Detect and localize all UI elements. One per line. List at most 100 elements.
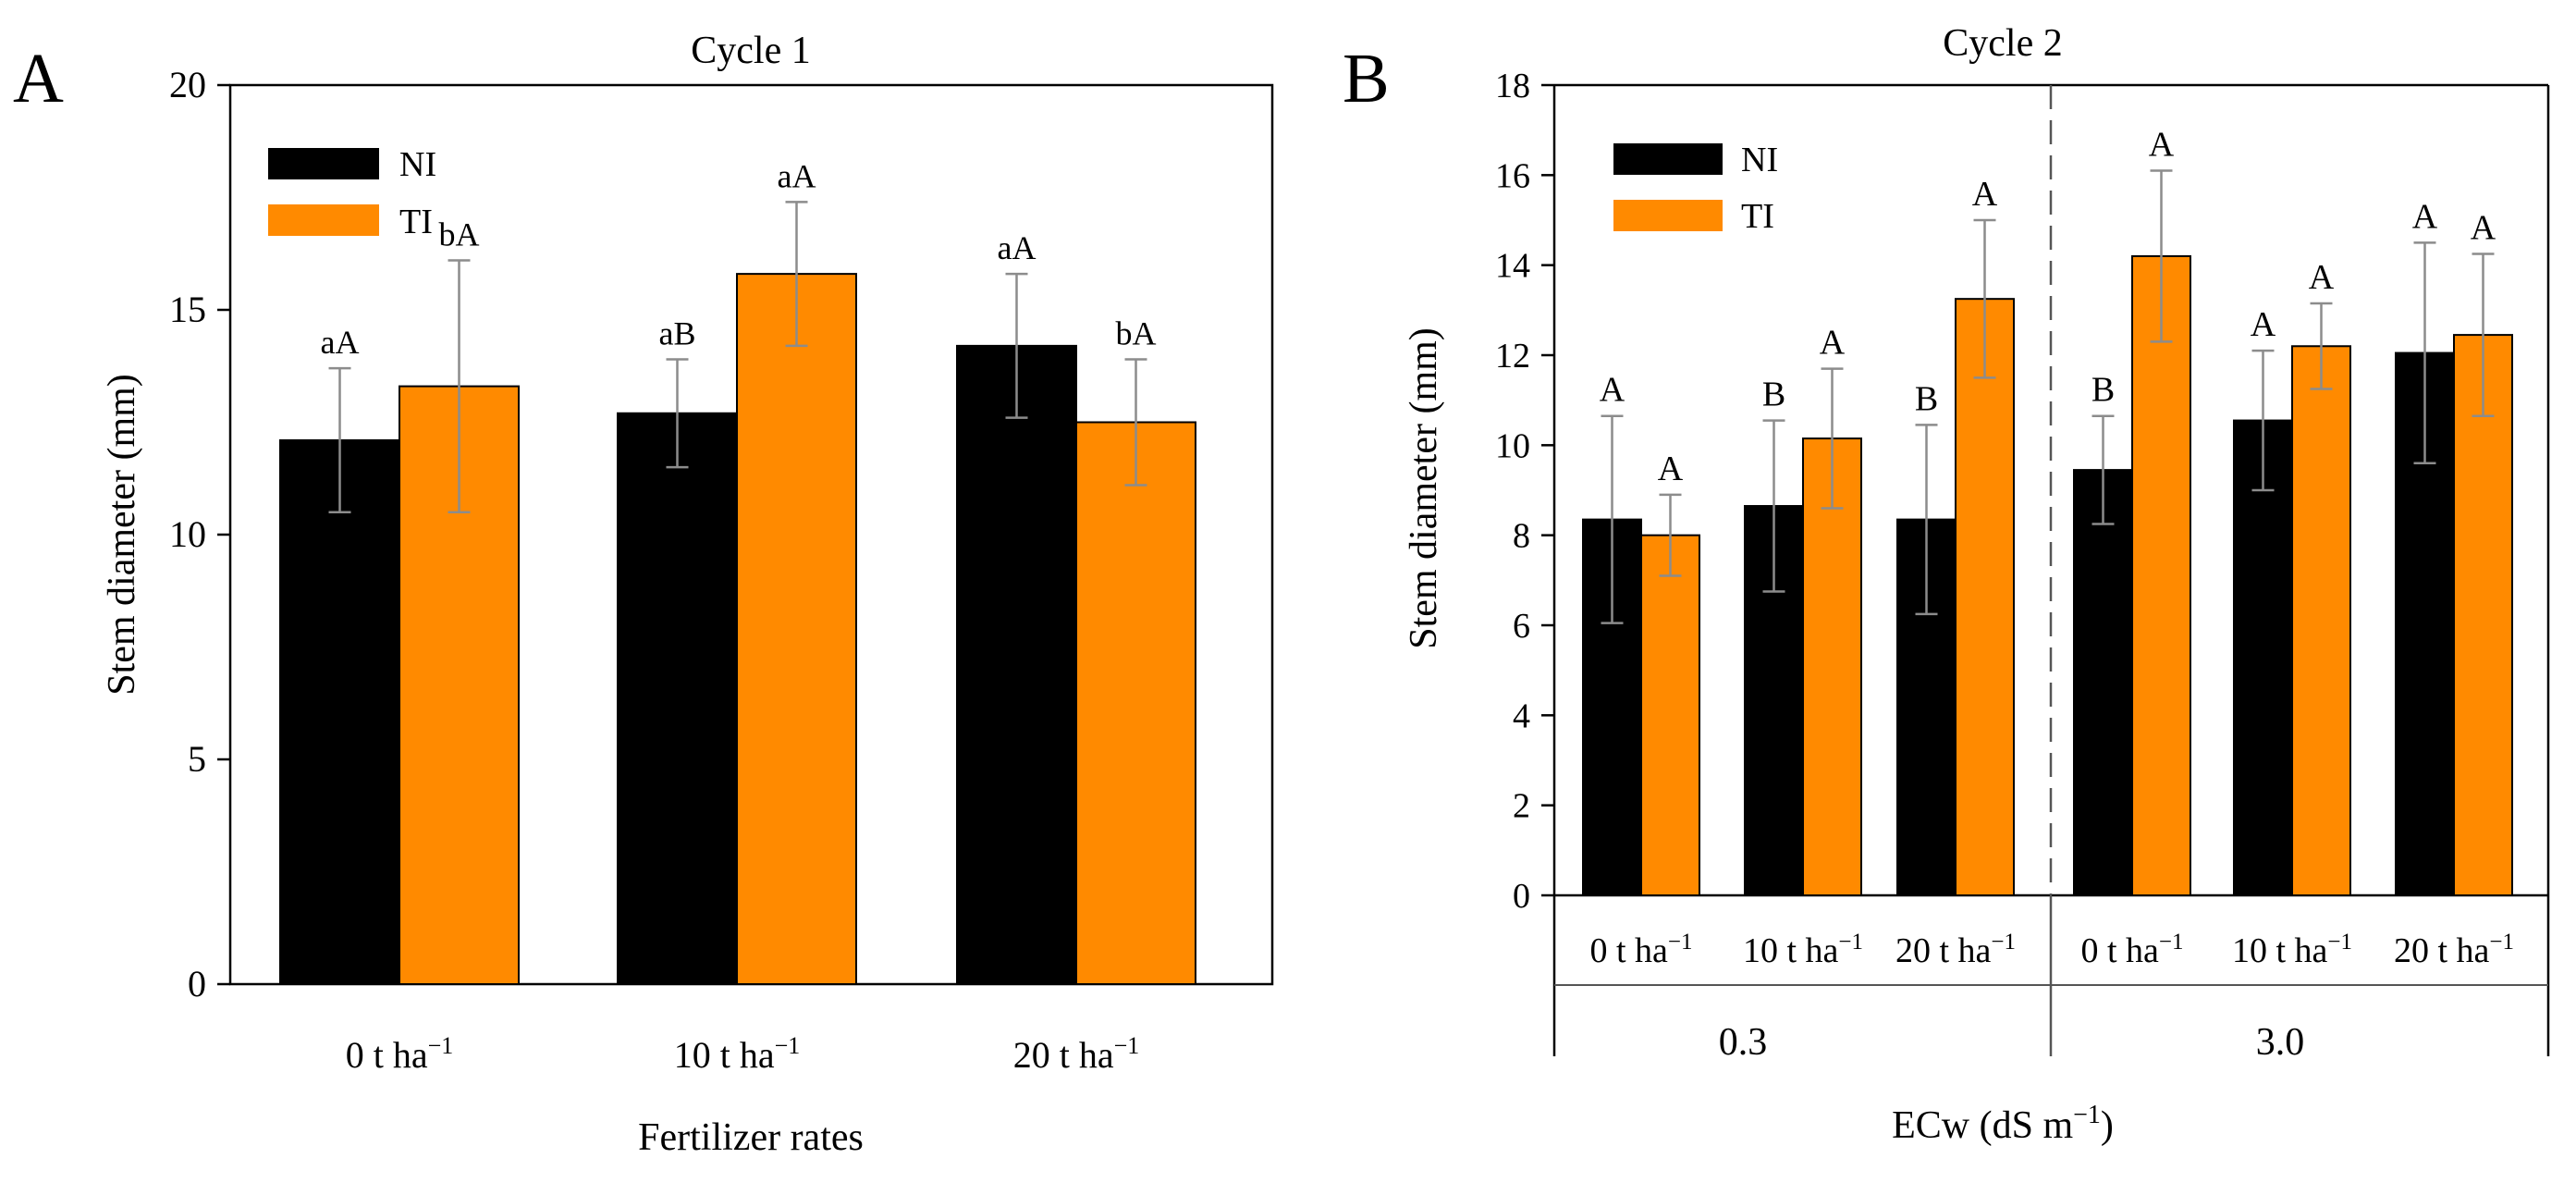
x-category-label-5-sup: −1 [2489, 930, 2514, 955]
bar-ni-1 [617, 412, 738, 985]
x-category-label-1: 10 t ha−1 [1743, 930, 1863, 970]
significance-label-ti-3: A [2149, 125, 2175, 164]
legend-label-ni: NI [399, 145, 436, 184]
panel-a-error-bars [328, 201, 1147, 513]
panel-b-y-axis-title: Stem diameter (mm) [1403, 327, 1445, 649]
significance-label-ni-2: aA [998, 229, 1037, 266]
x-category-label-2-sup: −1 [1991, 930, 2016, 955]
significance-label-ti-5: A [2471, 209, 2496, 248]
significance-label-ti-2: A [1972, 175, 1998, 214]
panel-b-error-bars [1601, 169, 2495, 624]
x-category-label-4-base: 10 t ha [2232, 931, 2328, 970]
significance-label-ni-5: A [2412, 197, 2438, 236]
bar-ti-0 [1640, 534, 1700, 897]
y-tick-label-1: 2 [1513, 787, 1530, 826]
y-tick-label-0: 0 [188, 963, 206, 1004]
y-tick-label-6: 12 [1495, 337, 1530, 376]
x-category-label-0-sup: −1 [1668, 930, 1693, 955]
x-axis-title-base: ECw (dS m [1892, 1104, 2073, 1147]
bar-ni-3 [2073, 469, 2133, 896]
panel-b-plot-frame [1552, 83, 2550, 1056]
x-axis-title-sup: −1 [2073, 1101, 2101, 1129]
x-category-label-2-sup: −1 [1114, 1032, 1140, 1059]
x-category-label-0-base: 0 t ha [1589, 931, 1668, 970]
x-category-label-4-sup: −1 [2327, 930, 2352, 955]
y-tick-label-3: 15 [169, 289, 206, 330]
x-category-label-1-base: 10 t ha [1743, 931, 1839, 970]
y-tick-label-2: 4 [1513, 696, 1530, 735]
significance-label-ni-1: B [1762, 376, 1785, 414]
x-category-label-5-base: 20 t ha [2394, 931, 2490, 970]
bar-ti-3 [2131, 254, 2191, 896]
significance-label-ni-3: B [2091, 371, 2115, 410]
x-axis-title-close: ) [2101, 1104, 2114, 1147]
panel-b-bars [1582, 254, 2513, 897]
x-category-label-2: 20 t ha−1 [1013, 1032, 1140, 1076]
panel-b-y-axis: 0 2 4 6 8 10 12 14 16 18 [1495, 67, 1554, 916]
y-tick-label-7: 14 [1495, 247, 1530, 286]
legend-swatch-ti [268, 204, 379, 236]
bar-ni-4 [2233, 419, 2293, 897]
y-tick-label-4: 20 [169, 64, 206, 105]
panel-a-letter: A [13, 40, 64, 117]
legend-label-ti: TI [1741, 197, 1774, 236]
bar-ni-0 [279, 438, 400, 985]
x-category-label-0: 0 t ha−1 [1589, 930, 1692, 970]
y-tick-label-5: 10 [1495, 426, 1530, 465]
bar-ti-2 [1075, 421, 1196, 985]
significance-label-ti-4: A [2309, 258, 2335, 297]
legend-swatch-ni [1613, 143, 1723, 175]
x-category-label-2-base: 20 t ha [1895, 931, 1992, 970]
y-tick-label-4: 8 [1513, 517, 1530, 556]
significance-label-ni-0: aA [321, 324, 360, 361]
bar-ti-2 [1955, 298, 2015, 896]
panel-b-x-categories: 0 t ha−1 10 t ha−1 20 t ha−1 0 t ha−1 10 t h… [1589, 930, 2514, 970]
x-category-label-3-base: 0 t ha [2080, 931, 2159, 970]
x-category-label-0-sup: −1 [428, 1032, 454, 1059]
significance-label-ni-4: A [2251, 305, 2276, 344]
x-category-label-1-sup: −1 [775, 1032, 801, 1059]
bar-ti-1 [736, 273, 857, 985]
y-tick-label-3: 6 [1513, 607, 1530, 646]
x-category-label-3: 0 t ha−1 [2080, 930, 2183, 970]
bar-ti-5 [2453, 334, 2513, 897]
y-tick-label-9: 18 [1495, 67, 1530, 105]
panel-b-group-label-1: 3.0 [2256, 1021, 2305, 1064]
significance-label-ti-1: aA [778, 157, 816, 194]
bar-ti-4 [2291, 345, 2351, 896]
panel-b-group-label-0: 0.3 [1719, 1021, 1768, 1064]
significance-label-ti-1: A [1820, 324, 1846, 363]
x-category-label-0: 0 t ha−1 [346, 1032, 454, 1076]
significance-label-ni-1: aB [659, 314, 696, 351]
y-tick-label-0: 0 [1513, 877, 1530, 916]
legend-swatch-ni [268, 148, 379, 179]
legend-swatch-ti [1613, 200, 1723, 231]
significance-label-ti-0: bA [439, 216, 480, 253]
panel-b-x-axis-title: ECw (dS m−1) [1892, 1101, 2114, 1147]
bar-ti-1 [1802, 437, 1862, 896]
x-category-label-3-sup: −1 [2159, 930, 2184, 955]
panel-a-title: Cycle 1 [691, 30, 810, 72]
panel-a-y-axis: 0 5 10 15 20 [169, 64, 230, 1004]
panel-a-legend: NI TI [268, 145, 436, 241]
significance-label-ni-2: B [1915, 379, 1938, 418]
x-category-label-1-base: 10 t ha [674, 1034, 775, 1076]
bar-ni-2 [956, 344, 1077, 985]
x-category-label-2-base: 20 t ha [1013, 1034, 1114, 1076]
legend-label-ni: NI [1741, 141, 1778, 179]
x-category-label-4: 10 t ha−1 [2232, 930, 2352, 970]
significance-label-ni-0: A [1600, 371, 1625, 410]
significance-label-ti-2: bA [1116, 314, 1157, 351]
panel-a-x-categories: 0 t ha−1 10 t ha−1 20 t ha−1 [346, 1032, 1140, 1076]
x-category-label-0-base: 0 t ha [346, 1034, 428, 1076]
y-tick-label-1: 5 [188, 738, 206, 780]
y-tick-label-8: 16 [1495, 156, 1530, 195]
panel-a-significance-labels: aA bA aB aA aA bA [321, 157, 1157, 361]
panel-b-letter: B [1343, 40, 1390, 117]
y-tick-label-2: 10 [169, 513, 206, 555]
panel-a-y-axis-title: Stem diameter (mm) [101, 374, 143, 696]
x-category-label-1: 10 t ha−1 [674, 1032, 801, 1076]
